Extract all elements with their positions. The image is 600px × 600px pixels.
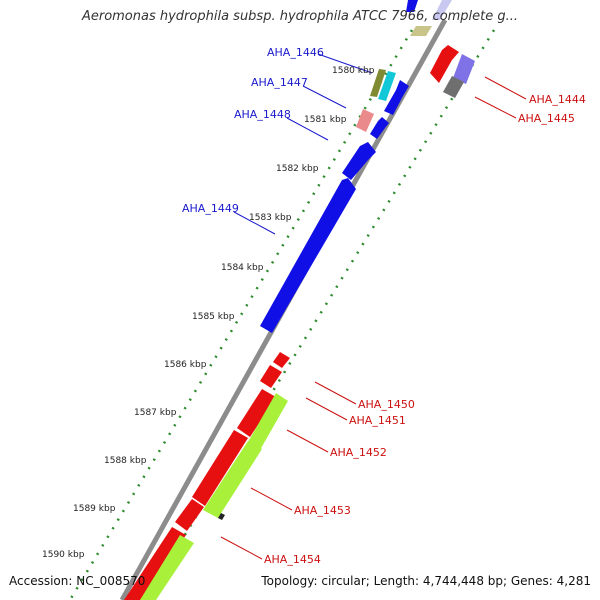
- tick-label: 1581 kbp: [304, 115, 347, 125]
- gene-label-aha-1444[interactable]: AHA_1444: [529, 93, 586, 106]
- gene-aha-1451: [260, 365, 282, 388]
- gene-aha-1446-olive: [370, 69, 386, 97]
- connector-aha-1447: [302, 85, 347, 109]
- gene-aha-1444: [430, 45, 459, 83]
- gene-label-aha-1447[interactable]: AHA_1447: [251, 76, 308, 89]
- gene-label-aha-1454[interactable]: AHA_1454: [264, 553, 321, 566]
- gene-aha-1448-blue: [370, 117, 389, 139]
- connector-aha-1446: [317, 53, 373, 74]
- gene-aha-1449-small: [342, 142, 376, 180]
- tick-label: 1585 kbp: [192, 312, 235, 322]
- connector-aha-1451: [305, 397, 348, 421]
- gene-aha-1449: [260, 178, 356, 333]
- outer-tick-track: [68, 29, 414, 600]
- gene-aha-1453-green: [203, 441, 262, 518]
- gene-label-aha-1449[interactable]: AHA_1449: [182, 202, 239, 215]
- connector-aha-1448: [286, 117, 329, 141]
- gene-aha-1450: [273, 352, 290, 368]
- gene-small-black: [218, 513, 225, 520]
- gene-label-aha-1452[interactable]: AHA_1452: [330, 446, 387, 459]
- gene-red-bottom: [124, 527, 186, 600]
- tick-label: 1580 kbp: [332, 66, 375, 76]
- genome-summary: Topology: circular; Length: 4,744,448 bp…: [261, 574, 591, 588]
- tick-label: 1583 kbp: [249, 213, 292, 223]
- gene-label-aha-1450[interactable]: AHA_1450: [358, 398, 415, 411]
- connector-aha-1449: [233, 211, 276, 235]
- map-title: Aeromonas hydrophila subsp. hydrophila A…: [81, 9, 519, 24]
- gene-aha-1448-pink: [356, 109, 374, 132]
- gene-label-aha-1453[interactable]: AHA_1453: [294, 504, 351, 517]
- gene-aha-1452: [237, 389, 276, 437]
- connector-aha-1450: [314, 381, 357, 405]
- gene-label-aha-1448[interactable]: AHA_1448: [234, 108, 291, 121]
- gene-aha-1447: [384, 80, 409, 115]
- gene-aha-1445-purple: [453, 54, 475, 84]
- tick-label: 1590 kbp: [42, 550, 85, 560]
- gene-label-aha-1446[interactable]: AHA_1446: [267, 46, 324, 59]
- gene-label-aha-1445[interactable]: AHA_1445: [518, 112, 575, 125]
- connector-aha-1454: [220, 536, 263, 560]
- partial-gene-lavender: [432, 0, 452, 20]
- tick-label: 1587 kbp: [134, 408, 177, 418]
- tick-label: 1588 kbp: [104, 456, 147, 466]
- gene-label-aha-1451[interactable]: AHA_1451: [349, 414, 406, 427]
- tick-label: 1586 kbp: [164, 360, 207, 370]
- connector-aha-1445: [474, 96, 517, 119]
- connector-aha-1452: [286, 429, 329, 453]
- gene-aha-1446-cyan: [378, 71, 396, 101]
- inner-tick-track: [143, 29, 496, 600]
- gene-aha-1454: [175, 499, 204, 531]
- gene-green-bottom: [140, 535, 194, 600]
- tick-label: 1582 kbp: [276, 164, 319, 174]
- gene-aha-1453-red: [192, 430, 248, 506]
- tick-label: 1589 kbp: [73, 504, 116, 514]
- tick-label: 1584 kbp: [221, 263, 264, 273]
- partial-gene-blue: [406, 0, 418, 12]
- gene-aha-1452-green: [248, 393, 288, 450]
- partial-gene-tan: [410, 26, 432, 36]
- accession-label: Accession: NC_008570: [9, 574, 146, 588]
- connector-aha-1453: [250, 487, 293, 511]
- gene-aha-1445-gray: [443, 76, 464, 98]
- connector-aha-1444: [484, 76, 527, 100]
